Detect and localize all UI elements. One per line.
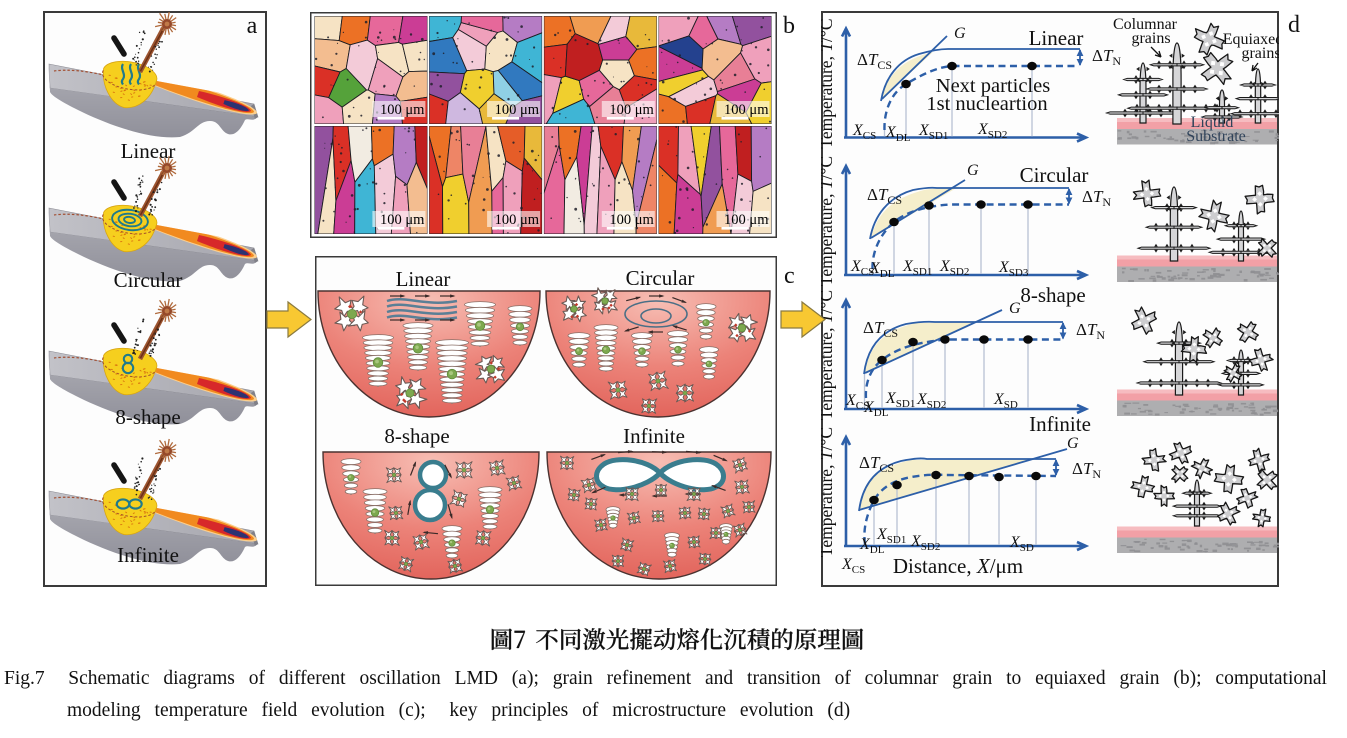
svg-text:XSD1: XSD1	[902, 258, 932, 278]
svg-text:100 μm: 100 μm	[609, 212, 654, 228]
svg-text:Temperature, T/°C: Temperature, T/°C	[821, 290, 836, 420]
svg-text:XDL: XDL	[885, 124, 911, 144]
svg-text:grains: grains	[1131, 30, 1170, 47]
svg-text:XSD3: XSD3	[998, 259, 1029, 279]
svg-text:Infinite: Infinite	[623, 424, 685, 448]
svg-text:Equiaxed: Equiaxed	[1223, 31, 1279, 48]
svg-text:XSD1: XSD1	[918, 122, 948, 142]
svg-text:Next particles: Next particles	[936, 75, 1050, 97]
svg-text:XCS: XCS	[852, 122, 876, 142]
svg-text:Circular: Circular	[1020, 163, 1089, 187]
svg-text:XSD1: XSD1	[876, 526, 906, 546]
svg-text:XDL: XDL	[859, 536, 885, 556]
svg-text:Temperature, T/°C: Temperature, T/°C	[821, 156, 836, 286]
svg-text:grains: grains	[1241, 45, 1279, 62]
svg-text:Circular: Circular	[626, 266, 695, 290]
svg-text:G: G	[967, 162, 979, 179]
svg-text:100 μm: 100 μm	[495, 212, 540, 228]
svg-text:100 μm: 100 μm	[724, 212, 769, 228]
svg-text:Linear: Linear	[1029, 26, 1084, 50]
svg-text:XDL: XDL	[863, 399, 889, 419]
svg-text:XCS: XCS	[845, 392, 869, 412]
svg-text:XCS: XCS	[841, 556, 865, 576]
svg-text:100 μm: 100 μm	[609, 102, 654, 118]
svg-text:G: G	[954, 25, 966, 42]
svg-text:Temperature, T/°C: Temperature, T/°C	[821, 427, 836, 557]
svg-text:1st nucleartion: 1st nucleartion	[926, 93, 1047, 115]
svg-text:G: G	[1009, 300, 1021, 317]
svg-text:Distance, X/μm: Distance, X/μm	[893, 554, 1023, 578]
svg-text:XSD2: XSD2	[977, 121, 1007, 141]
svg-text:XSD: XSD	[1009, 534, 1034, 554]
svg-text:100 μm: 100 μm	[724, 102, 769, 118]
svg-text:XSD2: XSD2	[910, 533, 940, 553]
svg-text:a: a	[247, 13, 258, 39]
svg-text:XSD1: XSD1	[885, 390, 915, 410]
svg-text:Substrate: Substrate	[1186, 128, 1246, 145]
svg-text:8-shape: 8-shape	[384, 424, 449, 448]
svg-text:XDL: XDL	[869, 260, 895, 280]
svg-text:100 μm: 100 μm	[380, 102, 425, 118]
svg-text:8-shape: 8-shape	[115, 405, 180, 429]
svg-text:Columnar: Columnar	[1113, 16, 1178, 33]
svg-text:Circular: Circular	[114, 268, 183, 292]
svg-text:XSD: XSD	[993, 391, 1018, 411]
svg-text:8-shape: 8-shape	[1020, 283, 1085, 307]
svg-text:Infinite: Infinite	[1029, 412, 1091, 436]
svg-text:XSD2: XSD2	[916, 391, 946, 411]
svg-text:Temperature, T/°C: Temperature, T/°C	[821, 18, 836, 148]
svg-text:Linear: Linear	[121, 139, 176, 163]
svg-text:Liquid: Liquid	[1191, 114, 1234, 131]
svg-text:XCS: XCS	[850, 258, 874, 278]
svg-text:100 μm: 100 μm	[495, 102, 540, 118]
svg-text:XSD2: XSD2	[939, 258, 969, 278]
svg-text:Infinite: Infinite	[117, 543, 179, 567]
svg-text:100 μm: 100 μm	[380, 212, 425, 228]
svg-text:G: G	[1067, 435, 1079, 452]
svg-text:Linear: Linear	[396, 267, 451, 291]
